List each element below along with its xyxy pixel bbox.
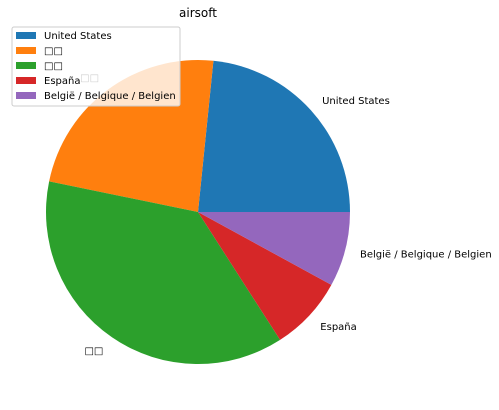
legend-swatch-2 — [16, 62, 36, 69]
legend-frame — [11, 26, 181, 107]
legend-label-1: □□ — [44, 46, 63, 57]
legend-swatch-4 — [16, 92, 36, 99]
legend-label-3: España — [44, 76, 80, 87]
legend-swatch-0 — [16, 32, 36, 39]
pie-slice-4 — [198, 212, 350, 285]
chart-title: airsoft — [179, 6, 217, 20]
slice-label-0: United States — [322, 96, 390, 107]
pie-slices — [46, 59, 350, 365]
legend-label-2: □□ — [44, 61, 63, 72]
legend-entries: United States □□ □□ España België / Belgique… — [16, 31, 176, 102]
legend-label-0: United States — [44, 31, 112, 42]
pie-slice-3 — [198, 212, 332, 340]
slice-label-2: □□ — [84, 346, 103, 357]
legend-swatch-3 — [16, 77, 36, 84]
legend-swatch-1 — [16, 47, 36, 54]
pie-slice-0 — [198, 60, 350, 212]
pie-slice-2 — [46, 181, 281, 365]
slice-label-4: België / Belgique / Belgien — [360, 249, 492, 260]
legend-label-4: België / Belgique / Belgien — [44, 91, 176, 102]
legend: United States □□ □□ España België / Belgique… — [11, 26, 181, 107]
slice-label-3: España — [320, 322, 356, 333]
